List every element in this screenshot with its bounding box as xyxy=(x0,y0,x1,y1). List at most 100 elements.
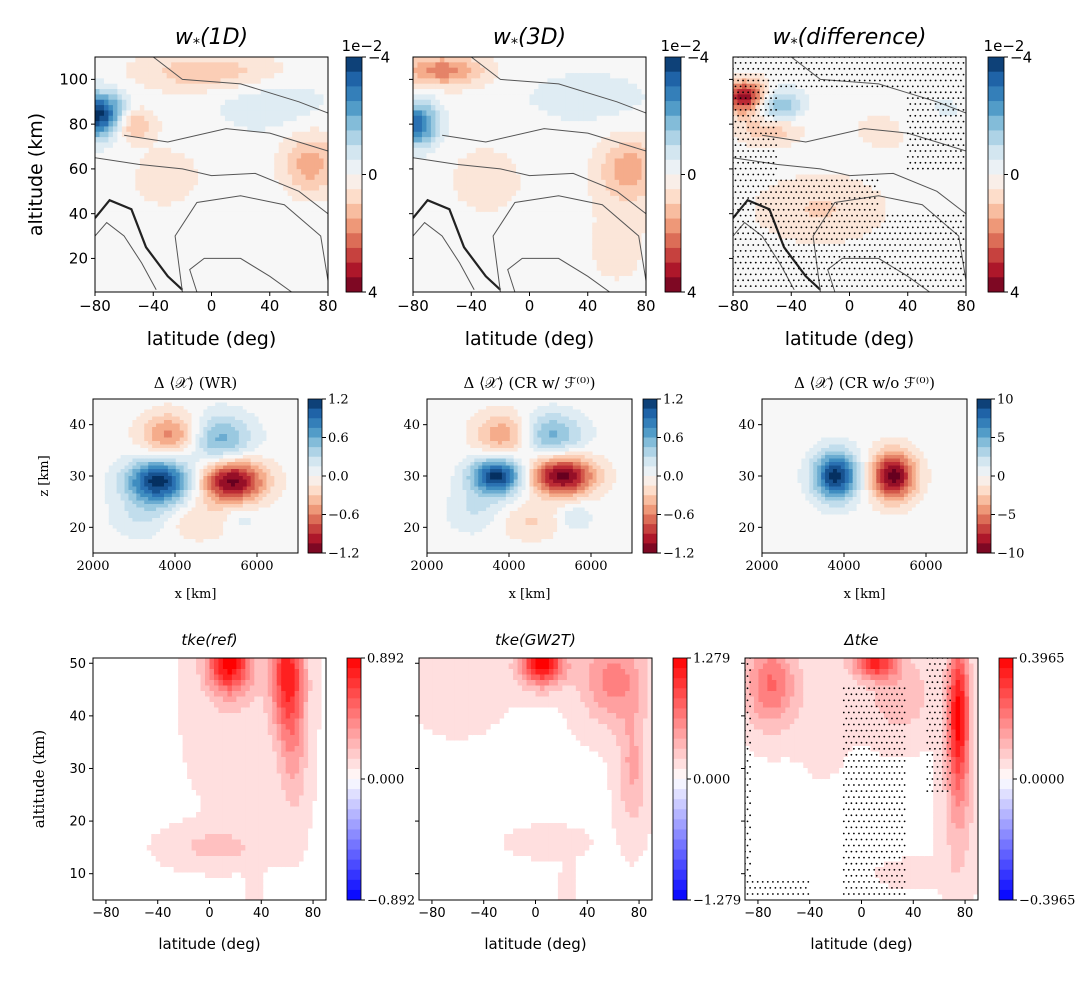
field-cell xyxy=(274,179,280,186)
field-cell xyxy=(596,115,602,122)
field-cell xyxy=(733,105,739,112)
field-cell xyxy=(323,275,328,282)
field-cell xyxy=(229,57,235,63)
field-cell xyxy=(117,169,123,176)
field-cell xyxy=(628,169,634,176)
field-cell xyxy=(565,126,571,133)
field-cell xyxy=(741,249,748,256)
field-cell xyxy=(256,185,262,192)
field-cell xyxy=(430,137,436,144)
field-cell xyxy=(148,259,154,266)
field-cell xyxy=(319,206,325,213)
field-cell xyxy=(121,174,127,181)
field-cell xyxy=(207,265,213,272)
field-cell xyxy=(592,137,598,144)
field-cell xyxy=(605,174,611,181)
field-cell xyxy=(108,115,114,122)
field-cell xyxy=(108,275,114,282)
field-cell xyxy=(233,190,239,197)
field-cell xyxy=(632,211,638,218)
field-cell xyxy=(587,57,593,63)
field-cell xyxy=(171,126,177,133)
field-cell xyxy=(269,174,275,181)
field-cell xyxy=(547,286,553,292)
field-cell xyxy=(480,254,486,261)
field-cell xyxy=(484,270,490,277)
field-cell xyxy=(430,233,436,240)
field-cell xyxy=(229,73,235,79)
field-cell xyxy=(139,249,145,256)
field-cell xyxy=(314,275,320,282)
field-cell xyxy=(130,158,136,165)
field-cell xyxy=(592,195,598,202)
field-cell xyxy=(628,238,634,245)
field-cell xyxy=(601,105,607,112)
field-cell xyxy=(623,249,629,256)
field-cell xyxy=(444,89,450,95)
field-cell xyxy=(117,265,123,272)
field-cell xyxy=(301,195,307,202)
field-cell xyxy=(323,238,328,245)
field-cell xyxy=(637,190,643,197)
field-cell xyxy=(233,211,239,218)
field-cell xyxy=(130,185,136,192)
field-cell xyxy=(144,286,150,292)
field-cell xyxy=(247,249,253,256)
field-cell xyxy=(126,105,132,112)
field-cell xyxy=(759,73,765,79)
field-cell xyxy=(529,201,535,208)
field-cell xyxy=(233,254,239,261)
field-cell xyxy=(750,73,756,79)
field-cell xyxy=(198,67,204,74)
field-cell xyxy=(189,142,195,149)
field-cell xyxy=(601,233,607,240)
field-cell xyxy=(592,238,598,245)
field-cell xyxy=(287,201,293,208)
field-cell xyxy=(480,179,486,186)
field-cell xyxy=(260,201,266,208)
field-cell xyxy=(565,201,571,208)
field-cell xyxy=(157,158,163,165)
field-cell xyxy=(525,163,531,170)
field-cell xyxy=(605,131,611,138)
field-cell xyxy=(574,185,580,192)
field-cell xyxy=(502,195,508,202)
field-cell xyxy=(135,233,141,240)
field-cell xyxy=(157,185,163,192)
field-cell xyxy=(466,259,472,266)
field-cell xyxy=(556,57,562,63)
field-cell xyxy=(614,233,620,240)
field-cell xyxy=(733,243,739,250)
field-cell xyxy=(547,105,553,112)
field-cell xyxy=(583,275,589,282)
field-cell xyxy=(529,259,535,266)
field-cell xyxy=(413,270,419,277)
field-cell xyxy=(426,121,432,128)
field-cell xyxy=(569,83,575,90)
field-cell xyxy=(489,265,495,272)
field-cell xyxy=(99,185,105,192)
field-cell xyxy=(126,73,132,79)
field-cell xyxy=(435,94,441,101)
field-cell xyxy=(755,121,761,128)
field-cell xyxy=(475,222,481,229)
field-cell xyxy=(301,105,307,112)
field-cell xyxy=(623,259,629,266)
field-cell xyxy=(538,99,544,106)
field-cell xyxy=(480,174,486,181)
field-cell xyxy=(430,169,436,176)
field-cell xyxy=(233,281,239,288)
field-cell xyxy=(238,57,244,63)
field-cell xyxy=(520,142,526,149)
field-cell xyxy=(171,249,177,256)
field-cell xyxy=(211,94,217,101)
field-cell xyxy=(628,249,634,256)
field-cell xyxy=(480,201,486,208)
field-cell xyxy=(457,222,463,229)
field-cell xyxy=(516,211,522,218)
field-cell xyxy=(121,195,127,202)
field-cell xyxy=(614,211,620,218)
field-cell xyxy=(314,270,320,277)
field-cell xyxy=(632,147,638,154)
field-cell xyxy=(583,211,589,218)
